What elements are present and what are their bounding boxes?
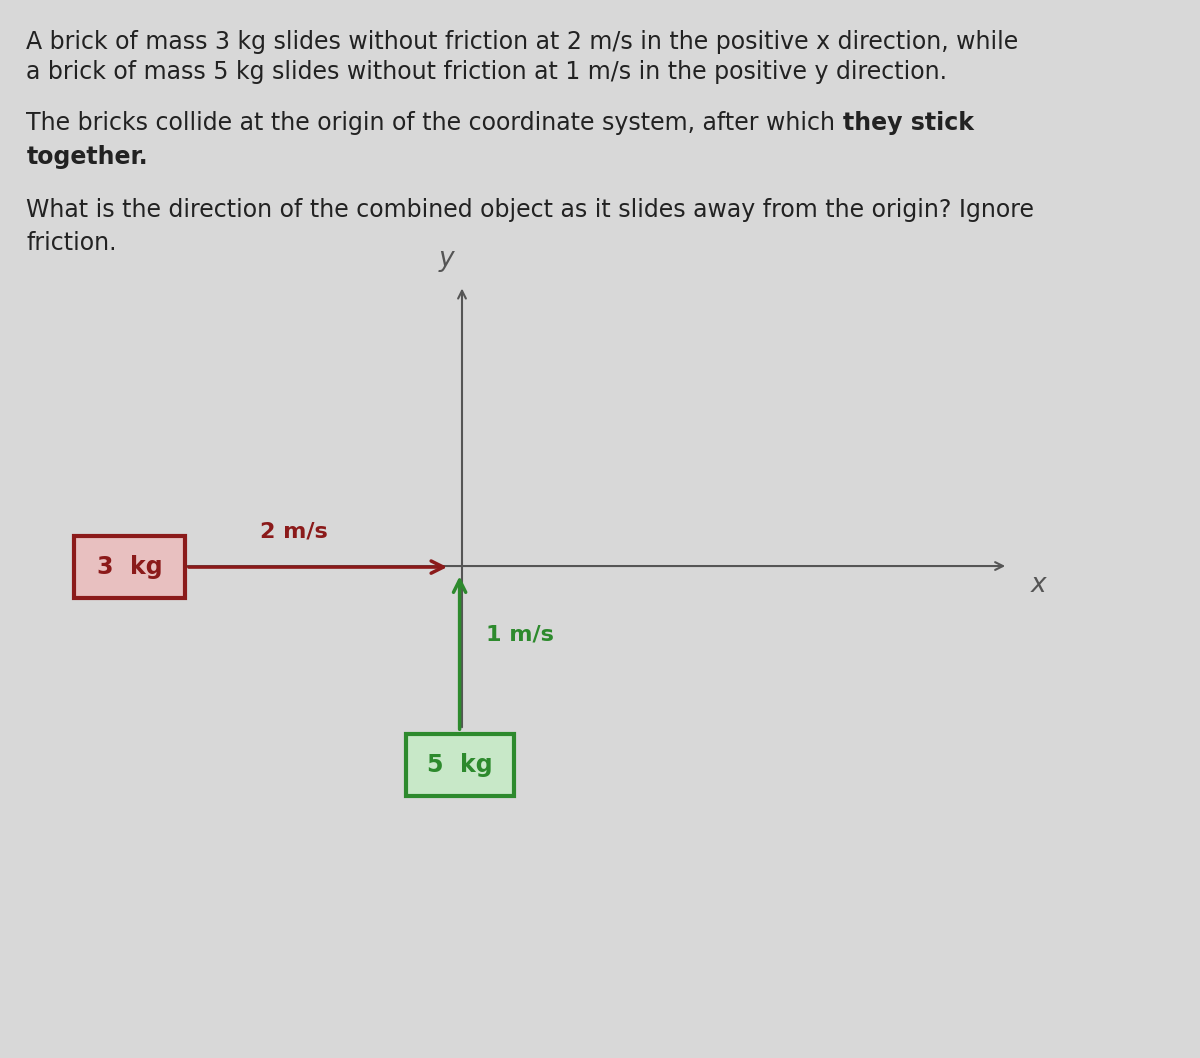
Text: What is the direction of the combined object as it slides away from the origin? : What is the direction of the combined ob… [26, 198, 1034, 222]
Text: A brick of mass 3 kg slides without friction at 2 m/s in the positive x directio: A brick of mass 3 kg slides without fric… [26, 30, 1019, 54]
Text: 5  kg: 5 kg [427, 753, 492, 777]
Text: y: y [438, 247, 455, 272]
Text: 1 m/s: 1 m/s [486, 625, 554, 644]
Text: together.: together. [26, 145, 148, 169]
Text: 3  kg: 3 kg [97, 555, 162, 579]
Text: friction.: friction. [26, 231, 116, 255]
Text: a brick of mass 5 kg slides without friction at 1 m/s in the positive y directio: a brick of mass 5 kg slides without fric… [26, 60, 948, 85]
Text: x: x [1030, 572, 1046, 598]
Text: The bricks collide at the origin of the coordinate system, after which: The bricks collide at the origin of the … [26, 111, 842, 135]
Text: 2 m/s: 2 m/s [260, 522, 328, 541]
FancyBboxPatch shape [74, 536, 185, 598]
Text: they stick: they stick [842, 111, 974, 135]
FancyBboxPatch shape [406, 734, 514, 796]
